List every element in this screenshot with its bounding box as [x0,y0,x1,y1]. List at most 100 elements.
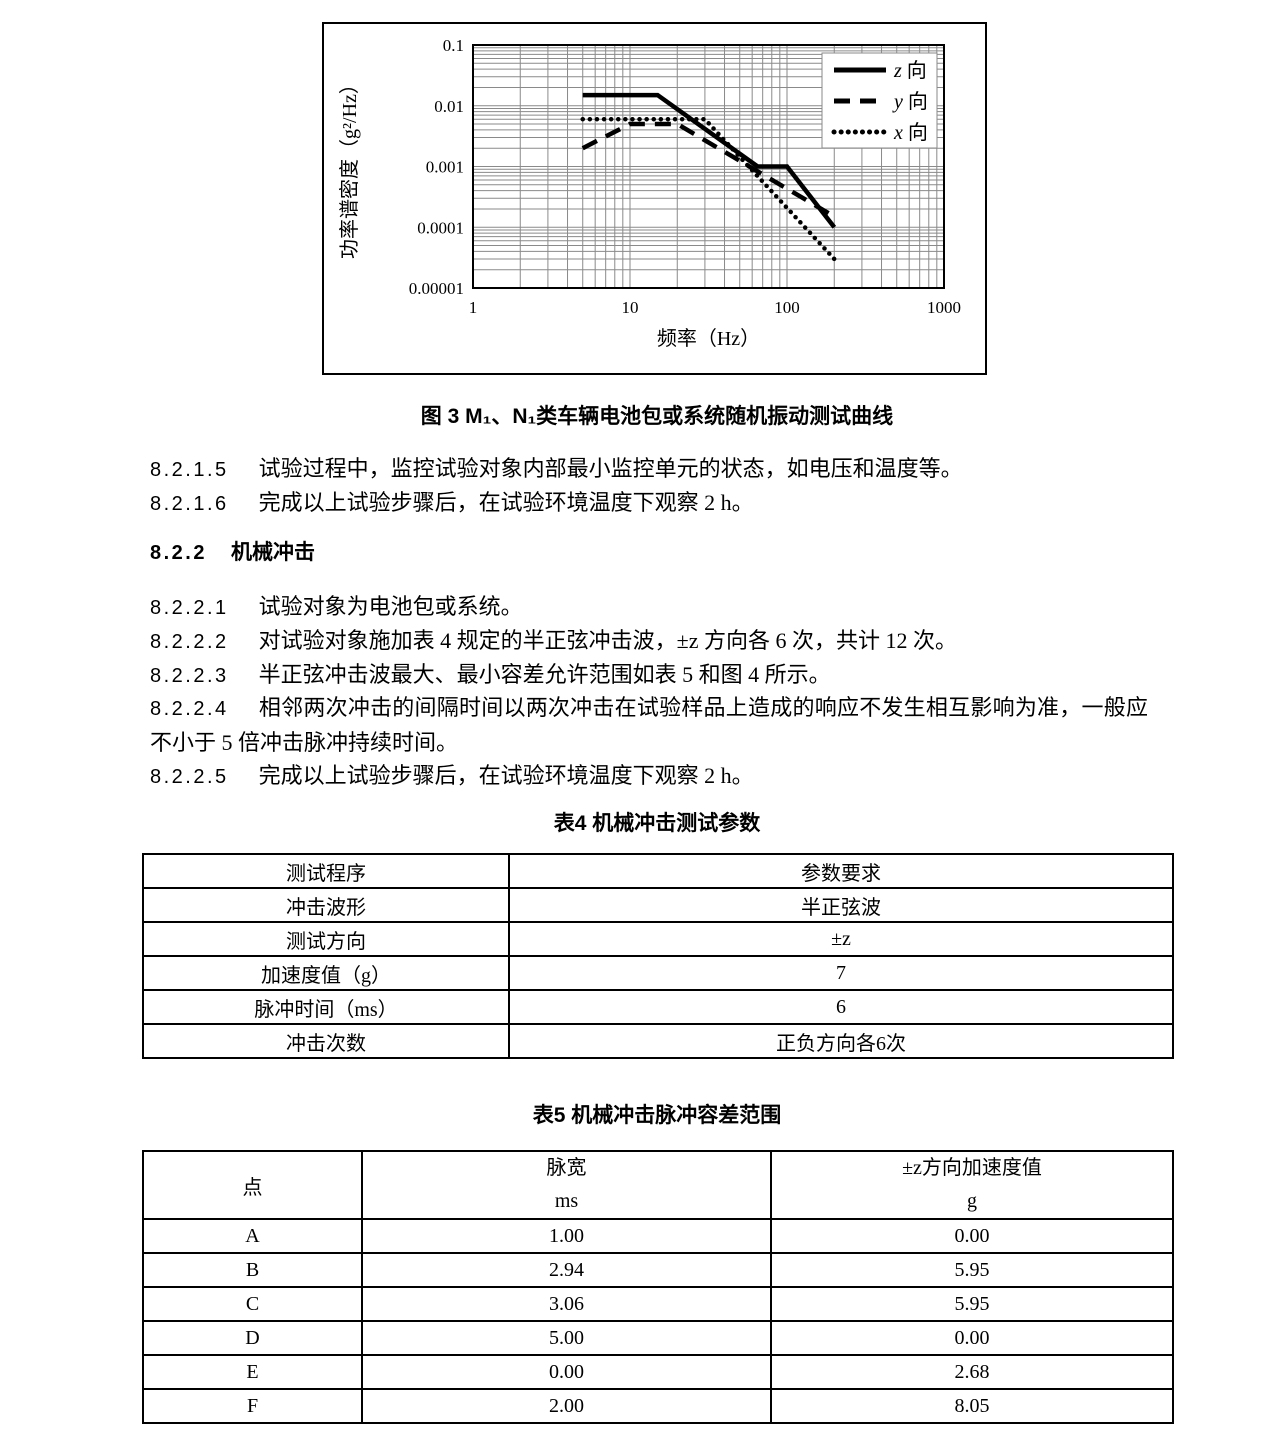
section-number: 8.2.2 [150,542,207,564]
legend-label: z 向 [893,59,927,82]
table-cell: 冲击波形 [142,887,510,923]
svg-text:0.1: 0.1 [443,36,464,55]
table-cell: 2.68 [770,1354,1174,1390]
table-cell: 5.95 [770,1252,1174,1288]
clause-8.2.2.3: 8.2.2.3 半正弦冲击波最大、最小容差允许范围如表 5 和图 4 所示。 [150,658,1148,693]
legend: z 向 y 向 x 向 [821,52,938,149]
table-cell: 8.05 [770,1388,1174,1424]
clause-number: 8.2.2.4 [150,698,229,720]
table-cell: 测试程序 [142,853,510,889]
plot-border [472,44,945,289]
table-row: 加速度值（g） 7 [142,955,1174,991]
figure-3-chart-box: 0.1 0.01 0.001 0.0001 0.00001 1 10 100 1000 频率（Hz… [322,22,987,375]
table-cell: 参数要求 [508,853,1174,889]
table-cell: F [142,1388,363,1424]
column-header-line: 脉宽 [546,1157,587,1179]
clause-text: 半正弦冲击波最大、最小容差允许范围如表 5 和图 4 所示。 [258,662,831,687]
table-cell: 5.95 [770,1286,1174,1322]
table-4-mechanical-shock-parameters: 测试程序 参数要求 冲击波形 半正弦波 测试方向 ±z 加速度值（g） 7 脉冲… [142,853,1174,1059]
column-header-unit: g [967,1190,977,1212]
clause-text: 试验过程中，监控试验对象内部最小监控单元的状态，如电压和温度等。 [258,456,963,481]
section-title: 机械冲击 [230,541,315,564]
series-z [582,92,837,229]
clause-text: 试验对象为电池包或系统。 [258,594,523,619]
clause-number: 8.2.2.2 [150,631,229,653]
table-cell: D [142,1320,363,1356]
svg-text:0.001: 0.001 [426,158,464,177]
clause-number: 8.2.2.1 [150,597,229,619]
svg-text:1: 1 [469,298,478,317]
svg-text:0.01: 0.01 [434,97,464,116]
clause-text: 完成以上试验步骤后，在试验环境温度下观察 2 h。 [258,763,754,788]
table-5-shock-pulse-tolerance: 点 脉宽 ms ±z方向加速度值 g A 1.00 0.00 B 2.94 5.… [142,1150,1174,1424]
table-cell: C [142,1286,363,1322]
tick-labels: 0.1 0.01 0.001 0.0001 0.00001 1 10 100 1000 [409,36,961,317]
table-cell: 0.00 [770,1320,1174,1356]
legend-label: x 向 [893,121,928,144]
x-axis-title: 频率（Hz） [657,327,760,350]
table5-title: 表5 机械冲击脉冲容差范围 [532,1104,782,1127]
clause-number: 8.2.1.6 [150,493,229,515]
table-cell: B [142,1252,363,1288]
clause-8.2.2.1: 8.2.2.1 试验对象为电池包或系统。 [150,590,1148,625]
svg-text:100: 100 [774,298,800,317]
y-axis-title: 功率谱密度（g²/Hz） [338,74,361,259]
table-cell: 0.00 [770,1218,1174,1254]
svg-text:0.00001: 0.00001 [409,279,464,298]
table-row: 脉冲时间（ms） 6 [142,989,1174,1025]
table-cell: 3.06 [361,1286,772,1322]
clause-8.2.2.4: 8.2.2.4 相邻两次冲击的间隔时间以两次冲击在试验样品上造成的响应不发生相互影… [150,691,1148,760]
table-cell: 5.00 [361,1320,772,1356]
clause-8.2.1.6: 8.2.1.6 完成以上试验步骤后，在试验环境温度下观察 2 h。 [150,486,1148,521]
table-cell: 脉宽 ms [361,1150,772,1220]
figure-caption: 图 3 M₁、N₁类车辆电池包或系统随机振动测试曲线 [420,405,894,428]
table-row: 冲击次数 正负方向各6次 [142,1023,1174,1059]
table-cell: ±z方向加速度值 g [770,1150,1174,1220]
svg-text:1000: 1000 [927,298,961,317]
table-cell: 冲击次数 [142,1023,510,1059]
table-row: 测试程序 参数要求 [142,853,1174,889]
clause-8.2.2.5: 8.2.2.5 完成以上试验步骤后，在试验环境温度下观察 2 h。 [150,759,1148,794]
table-cell: 加速度值（g） [142,955,510,991]
legend-label: y 向 [892,90,928,113]
table-cell: A [142,1218,363,1254]
table-cell: ±z [508,921,1174,957]
table-row: B 2.94 5.95 [142,1252,1174,1288]
random-vibration-chart: 0.1 0.01 0.001 0.0001 0.00001 1 10 100 1000 频率（Hz… [322,22,987,375]
column-header-line: ±z方向加速度值 [902,1157,1042,1179]
clause-8.2.1.5: 8.2.1.5 试验过程中，监控试验对象内部最小监控单元的状态，如电压和温度等。 [150,452,1148,487]
table-row: 冲击波形 半正弦波 [142,887,1174,923]
table-cell: 点 [142,1150,363,1220]
table-cell: 6 [508,989,1174,1025]
table-cell: 1.00 [361,1218,772,1254]
table-row: 测试方向 ±z [142,921,1174,957]
clause-8.2.2.2: 8.2.2.2 对试验对象施加表 4 规定的半正弦冲击波，±z 方向各 6 次，共… [150,624,1148,659]
table-cell: 测试方向 [142,921,510,957]
svg-text:10: 10 [622,298,639,317]
series-y [581,121,836,219]
table-cell: 脉冲时间（ms） [142,989,510,1025]
table-cell: 0.00 [361,1354,772,1390]
table-cell: E [142,1354,363,1390]
clause-number: 8.2.2.3 [150,665,229,687]
clause-text: 完成以上试验步骤后，在试验环境温度下观察 2 h。 [258,490,754,515]
section-heading-8.2.2: 8.2.2 机械冲击 [150,537,1148,569]
clause-text: 相邻两次冲击的间隔时间以两次冲击在试验样品上造成的响应不发生相互影响为准，一般应… [150,695,1148,755]
table-row: E 0.00 2.68 [142,1354,1174,1390]
table-cell: 7 [508,955,1174,991]
table-cell: 2.94 [361,1252,772,1288]
clause-text: 对试验对象施加表 4 规定的半正弦冲击波，±z 方向各 6 次，共计 12 次。 [258,628,958,653]
table4-title: 表4 机械冲击测试参数 [553,812,761,835]
column-header-unit: ms [554,1190,579,1212]
table-cell: 2.00 [361,1388,772,1424]
table-cell: 半正弦波 [508,887,1174,923]
table-row: D 5.00 0.00 [142,1320,1174,1356]
series-x [580,116,837,262]
table-row: 点 脉宽 ms ±z方向加速度值 g [142,1150,1174,1220]
table-row: C 3.06 5.95 [142,1286,1174,1322]
clause-number: 8.2.1.5 [150,459,229,481]
table-row: A 1.00 0.00 [142,1218,1174,1254]
table-cell: 正负方向各6次 [508,1023,1174,1059]
svg-text:0.0001: 0.0001 [417,218,464,237]
